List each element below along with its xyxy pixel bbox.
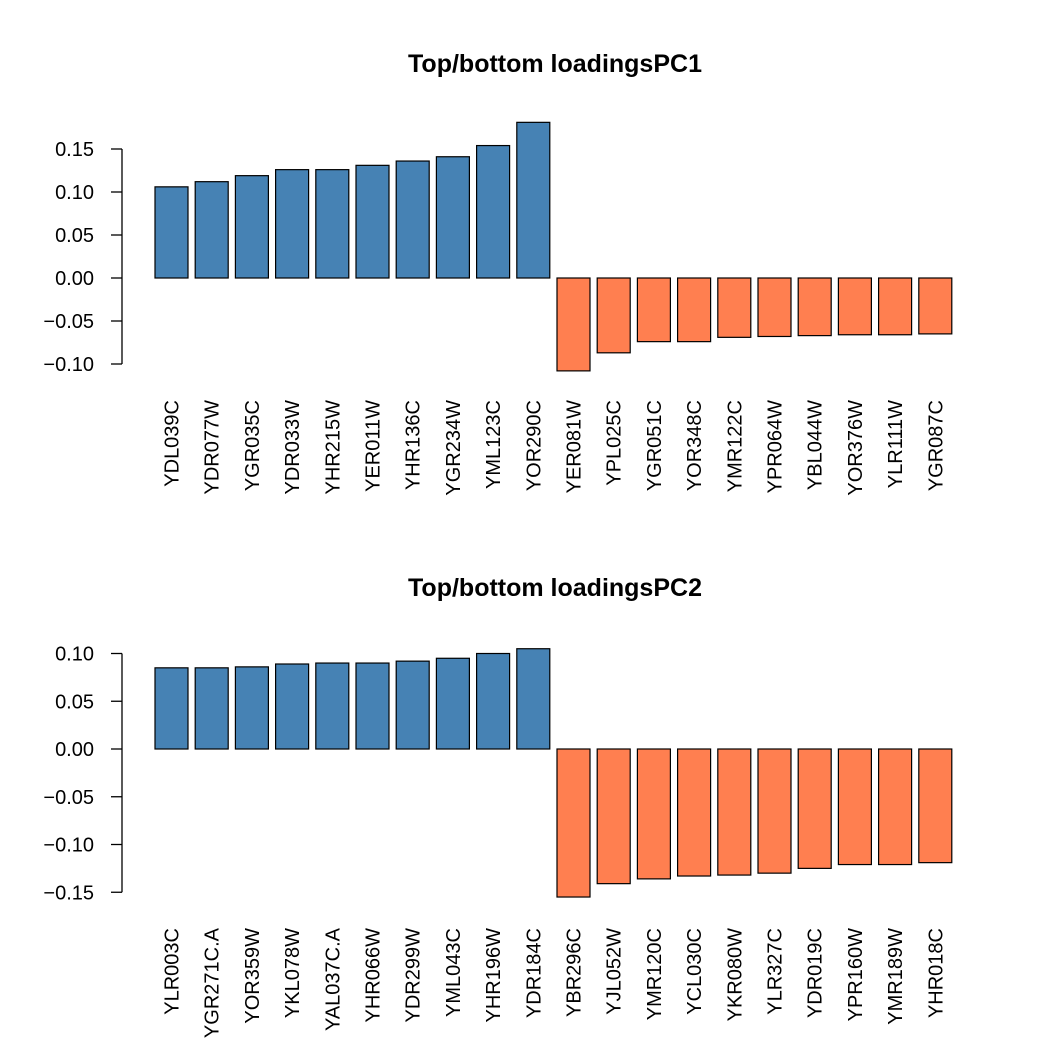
pc2-category-label: YMR120C <box>644 928 666 1020</box>
pc1-y-tick-label: 0.15 <box>55 139 94 161</box>
pc1-bar <box>636 277 672 343</box>
pc2-y-tick-label: 0.00 <box>55 739 94 761</box>
pc2-category-label: YHR196W <box>483 928 505 1023</box>
pc1-category-label: YOR348C <box>684 400 706 491</box>
pc2-bar <box>757 748 792 874</box>
pc2-category-label: YCL030C <box>684 928 706 1015</box>
pc2-category-label: YOR359W <box>242 928 264 1024</box>
pc2-y-tick-label: −0.15 <box>43 882 94 904</box>
pc2-bar <box>355 662 390 750</box>
pc2-bar <box>877 748 913 866</box>
pc1-bar <box>918 277 953 335</box>
pc2-bar <box>476 652 511 750</box>
pc2-bar <box>315 662 350 750</box>
pc1-category-label: YDL039C <box>162 400 184 487</box>
pc1-bar <box>516 121 551 279</box>
pc2-bar <box>234 666 269 750</box>
pc1-bar <box>797 277 832 337</box>
pc2-panel: Top/bottom loadingsPC2 0.10 0.05 0.00 −0.05… <box>43 574 953 1038</box>
pc1-y-tick-label: 0.05 <box>55 225 94 247</box>
pc1-panel: Top/bottom loadingsPC1 0.15 0.10 0.05 0.00 −… <box>43 50 953 496</box>
pc2-category-label: YAL037C.A <box>322 927 344 1031</box>
pc2-category-label: YHR066W <box>363 928 385 1023</box>
pc2-bar <box>194 667 229 750</box>
pc2-category-label: YDR019C <box>805 928 827 1018</box>
pc2-category-label: YDR299W <box>403 928 425 1023</box>
pc2-bar <box>516 648 551 750</box>
pc2-bar <box>676 748 712 877</box>
pc1-category-label: YDR077W <box>202 400 224 495</box>
pc1-category-label: YER081W <box>564 400 586 493</box>
pc1-category-label: YMR122C <box>724 400 746 492</box>
pc1-bar <box>717 277 752 338</box>
pc1-category-label: YHR215W <box>322 400 344 495</box>
pc1-category-label: YDR033W <box>282 400 304 495</box>
pc2-category-label: YGR271C.A <box>202 927 224 1038</box>
pc1-bar <box>315 169 350 279</box>
pc1-category-label: YML123C <box>483 400 505 489</box>
pc1-category-label: YPL025C <box>604 400 626 486</box>
pc2-bar <box>556 748 591 898</box>
pc1-bar <box>435 156 470 279</box>
pc1-category-label: YLR111W <box>885 400 907 488</box>
pc2-bar <box>154 667 189 750</box>
pc1-y-tick-label: 0.00 <box>55 268 94 290</box>
pc1-bar <box>596 277 631 354</box>
pc1-bar <box>154 186 189 279</box>
pc2-bar <box>435 657 470 750</box>
pc2-category-label: YPR160W <box>845 928 867 1021</box>
pc1-category-label: YOR290C <box>523 400 545 491</box>
pc1-y-tick-label: −0.05 <box>43 311 94 333</box>
pc2-bar <box>636 748 672 880</box>
pc2-bar <box>717 748 752 876</box>
pc1-bar <box>877 277 913 336</box>
pc1-bar <box>395 160 430 279</box>
pc1-bar <box>194 181 229 279</box>
pc2-category-label: YJL052W <box>604 928 626 1015</box>
pc1-category-label: YPR064W <box>765 400 787 493</box>
pc2-y-tick-label: −0.05 <box>43 787 94 809</box>
pc2-category-label: YDR184C <box>523 928 545 1018</box>
pc1-bar <box>837 277 873 336</box>
pc1-category-label: YBL044W <box>805 400 827 490</box>
pc1-bar <box>355 164 390 279</box>
pc2-category-label: YKR080W <box>724 928 746 1021</box>
pc1-y-tick-label: 0.10 <box>55 182 94 204</box>
pc2-category-label: YKL078W <box>282 928 304 1018</box>
pc1-bar <box>234 175 269 279</box>
pc1-bar <box>757 277 792 338</box>
pc1-category-label: YGR035C <box>242 400 264 491</box>
pc1-title: Top/bottom loadingsPC1 <box>408 50 702 78</box>
pc2-category-label: YLR003C <box>162 928 184 1015</box>
pc1-category-label: YOR376W <box>845 400 867 496</box>
pc2-bar <box>797 748 832 869</box>
pc2-bar <box>918 748 953 864</box>
pc2-y-tick-label: 0.10 <box>55 644 94 666</box>
pc2-title: Top/bottom loadingsPC2 <box>408 574 702 602</box>
pc2-category-label: YHR018C <box>925 928 947 1018</box>
pc2-category-label: YMR189W <box>885 928 907 1025</box>
pc2-bar <box>395 660 430 750</box>
pc1-y-tick-label: −0.10 <box>43 354 94 376</box>
pc2-bar <box>596 748 631 885</box>
pc1-category-label: YHR136C <box>403 400 425 490</box>
pc2-y-tick-label: −0.10 <box>43 835 94 857</box>
pc2-category-label: YML043C <box>443 928 465 1017</box>
pc2-bar <box>275 663 310 750</box>
pc1-bar <box>476 144 511 279</box>
pc1-category-label: YGR234W <box>443 400 465 496</box>
pc1-bar <box>676 277 712 343</box>
pc2-bar <box>837 748 873 866</box>
pc1-category-label: YGR051C <box>644 400 666 491</box>
pc2-category-label: YBR296C <box>564 928 586 1017</box>
pc2-y-tick-label: 0.05 <box>55 691 94 713</box>
pc1-category-label: YGR087C <box>925 400 947 491</box>
pc1-bar <box>556 277 591 372</box>
pc2-category-label: YLR327C <box>765 928 787 1015</box>
pc1-category-label: YER011W <box>363 400 385 492</box>
pc1-bar <box>275 169 310 279</box>
